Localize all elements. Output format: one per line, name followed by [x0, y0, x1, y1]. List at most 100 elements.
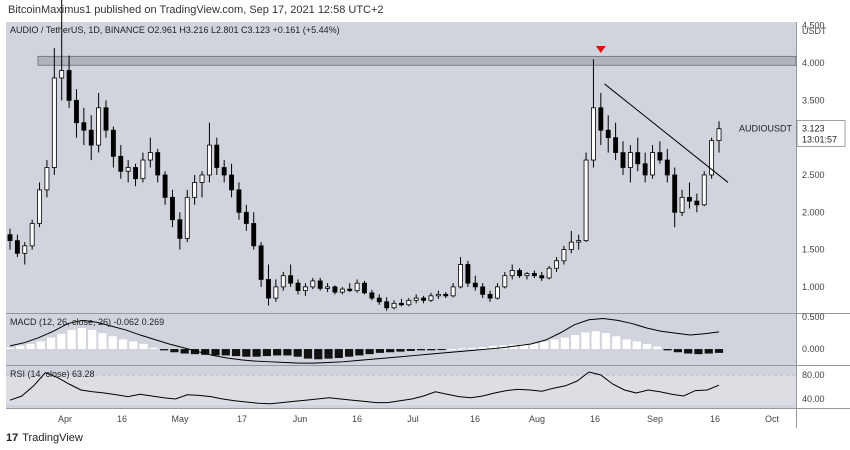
macd-bar [673, 349, 683, 353]
macd-legend: MACD (12, 26, close, 26) -0.062 0.269 [10, 317, 164, 327]
macd-bar [5, 347, 15, 350]
macd-bar [437, 349, 446, 351]
macd-legend-part: 0.269 [142, 317, 165, 327]
candle-body [701, 174, 707, 206]
candle-body [310, 280, 316, 288]
candle-body [22, 245, 28, 254]
macd-bar [36, 341, 45, 350]
tradingview-logo-icon: 17 [6, 432, 19, 444]
candle-body [694, 200, 700, 206]
macd-bar [396, 349, 405, 352]
macd-bar [149, 347, 158, 350]
macd-legend-part: -0.062 [114, 317, 142, 327]
candle-body [443, 293, 449, 297]
time-axis-tick: May [171, 414, 189, 424]
macd-bar [601, 333, 611, 350]
macd-bar [221, 349, 230, 356]
candle-body [413, 297, 419, 301]
candle-body [531, 273, 537, 277]
candle-body [635, 152, 641, 165]
candle-body [288, 275, 294, 284]
rsi-axis-tick: 40.00 [802, 394, 825, 404]
price-axis-tick: 4.500 [802, 21, 825, 31]
candle-body [229, 174, 234, 191]
rsi-legend-part: RSI (14, close) [10, 369, 72, 379]
candle-body [687, 196, 692, 202]
candle-body [258, 245, 264, 280]
macd-bar [293, 349, 302, 357]
time-axis-tick: 16 [117, 414, 127, 424]
candle-body [118, 155, 124, 172]
macd-bar [334, 349, 343, 358]
macd-bar [458, 348, 467, 350]
macd-bar [416, 349, 426, 351]
macd-bar [67, 329, 76, 350]
macd-bar [509, 344, 518, 350]
macd-legend-part: MACD (12, 26, close, 26) [10, 317, 114, 327]
macd-bar [160, 349, 169, 351]
legend-part: O [147, 25, 154, 35]
macd-axis-tick: 0.000 [802, 344, 825, 354]
price-axis-currency: USDT [802, 26, 827, 36]
candle-body [325, 286, 331, 289]
candle-body [679, 196, 685, 213]
macd-bar [139, 343, 148, 350]
macd-axis-tick: 0.500 [802, 312, 825, 322]
candle-body [66, 70, 72, 101]
candle-body [81, 122, 87, 131]
macd-bar [118, 339, 128, 350]
macd-bar [427, 349, 436, 351]
candle-body [280, 275, 286, 288]
candle-body [554, 260, 559, 269]
candle-body [266, 279, 271, 299]
macd-histogram-group [5, 328, 724, 360]
candle-body [546, 267, 552, 279]
legend-part: L [211, 25, 216, 35]
macd-bar [591, 331, 600, 350]
candle-body [221, 167, 227, 176]
macd-bar [98, 333, 107, 350]
candle-body [155, 152, 161, 176]
candle-body [650, 152, 655, 176]
price-axis-panel [796, 22, 850, 428]
candle-body [465, 264, 471, 284]
candle-body [44, 167, 50, 191]
macd-bar [344, 349, 354, 357]
macd-bar [180, 349, 189, 354]
candle-body [362, 282, 367, 294]
macd-line [9, 317, 720, 364]
macd-bar [519, 343, 528, 350]
macd-bar [714, 349, 724, 353]
time-axis-tick: Oct [765, 414, 780, 424]
macd-bar [314, 349, 323, 360]
macd-bar [612, 336, 621, 350]
price-countdown: 13:01:57 [802, 134, 837, 144]
tradingview-footer: 17 TradingView [6, 430, 83, 446]
candle-body [14, 240, 20, 254]
macd-bar [550, 339, 559, 350]
candle-body [605, 129, 611, 139]
rsi-line [9, 371, 720, 405]
candle-body [317, 280, 323, 289]
candle-body [384, 301, 390, 309]
descending-trendline [604, 83, 729, 183]
macd-bar [129, 341, 138, 350]
time-axis-tick: 16 [470, 414, 480, 424]
candle-body [37, 189, 42, 224]
candle-body [59, 70, 65, 79]
candle-body [517, 270, 523, 277]
candle-body [539, 275, 545, 279]
candle-body [472, 282, 478, 288]
time-axis-tick: Aug [529, 414, 545, 424]
time-axis-tick: 16 [590, 414, 600, 424]
candle-body [716, 128, 722, 142]
brand-text: TradingView [22, 432, 83, 444]
legend-part: 2.801 [216, 25, 241, 35]
candle-body [591, 107, 596, 161]
candle-body [199, 174, 205, 183]
symbol-tag: AUDIOUSDT [739, 123, 793, 133]
price-axis-tick: 3.500 [802, 95, 825, 105]
macd-bar [283, 349, 292, 356]
macd-bar [581, 332, 590, 350]
